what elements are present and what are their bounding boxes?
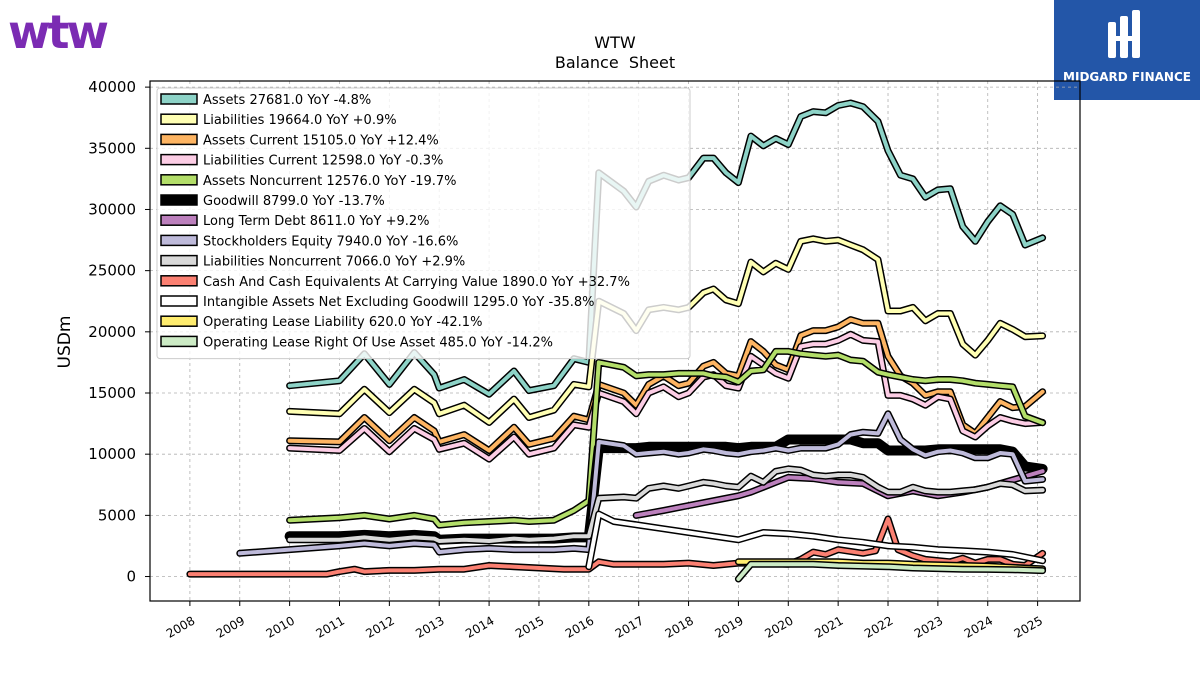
legend-swatch — [160, 234, 198, 247]
series-path — [237, 411, 1045, 556]
x-tick-label: 2014 — [463, 613, 496, 640]
legend-label: Assets Current 15105.0 YoY +12.4% — [203, 133, 439, 148]
y-tick-label: 35000 — [88, 139, 136, 157]
legend-label: Goodwill 8799.0 YoY -13.7% — [203, 194, 385, 209]
legend-label: Liabilities 19664.0 YoY +0.9% — [203, 113, 397, 128]
legend-label: Cash And Cash Equivalents At Carrying Va… — [203, 275, 630, 290]
x-tick-label: 2024 — [962, 613, 995, 640]
midgard-emblem-icon — [1108, 10, 1140, 58]
legend-swatch — [160, 174, 198, 186]
chart-title: WTW — [594, 33, 636, 52]
series-path — [187, 517, 1045, 577]
series-line — [585, 510, 1047, 571]
legend-label: Stockholders Equity 7940.0 YoY -16.6% — [203, 234, 458, 249]
y-tick-label: 20000 — [88, 323, 136, 341]
legend-label: Long Term Debt 8611.0 YoY +9.2% — [203, 214, 430, 229]
series-line — [286, 330, 1047, 463]
series-path — [287, 466, 1045, 543]
legend-swatch — [160, 93, 198, 105]
legend-label: Operating Lease Right Of Use Asset 485.0… — [203, 335, 553, 350]
legend-swatch — [160, 275, 198, 287]
x-tick-label: 2019 — [712, 613, 745, 640]
series-line — [734, 560, 1047, 583]
legend-swatch — [160, 113, 198, 125]
legend-swatch — [160, 254, 198, 267]
series-path — [287, 101, 1045, 397]
legend: Assets 27681.0 YoY -4.8% Liabilities 1966… — [156, 87, 691, 360]
legend-swatch — [160, 133, 198, 146]
legend-swatch — [160, 315, 198, 327]
series-line — [286, 99, 1047, 398]
x-tick-label: 2016 — [563, 613, 596, 640]
series-line — [286, 316, 1047, 454]
legend-label: Liabilities Noncurrent 7066.0 YoY +2.9% — [203, 255, 465, 270]
x-tick-label: 2021 — [812, 613, 845, 640]
x-tick-label: 2018 — [663, 613, 696, 640]
legend-label: Operating Lease Liability 620.0 YoY -42.… — [203, 315, 482, 330]
legend-swatch — [160, 295, 198, 307]
x-tick-label: 2017 — [613, 613, 646, 640]
legend-label: Assets Noncurrent 12576.0 YoY -19.7% — [203, 174, 457, 189]
legend-swatch — [160, 335, 198, 348]
legend-box — [156, 87, 691, 360]
legend-swatch — [160, 194, 198, 206]
legend-label: Liabilities Current 12598.0 YoY -0.3% — [203, 154, 443, 169]
x-tick-label: 2023 — [912, 613, 945, 640]
y-tick-label: 40000 — [88, 78, 136, 96]
wtw-logo: wtw — [8, 5, 109, 59]
y-tick-label: 30000 — [88, 200, 136, 218]
series-path — [287, 349, 1045, 528]
legend-swatch — [160, 153, 198, 166]
x-tick-label: 2009 — [214, 613, 247, 640]
series-line — [286, 465, 1047, 545]
legend-swatch — [160, 214, 198, 226]
y-tick-label: 15000 — [88, 384, 136, 402]
legend-label: Intangible Assets Net Excluding Goodwill… — [203, 295, 594, 310]
x-tick-label: 2010 — [264, 613, 297, 640]
x-tick-label: 2025 — [1012, 613, 1045, 640]
chart-subtitle: Balance Sheet — [555, 53, 675, 72]
y-tick-label: 0 — [126, 568, 136, 586]
x-tick-label: 2013 — [413, 613, 446, 640]
series-line — [286, 235, 1047, 426]
midgard-finance-label: MIDGARD FINANCE — [1063, 70, 1191, 84]
series-line — [286, 347, 1047, 529]
y-tick-label: 10000 — [88, 445, 136, 463]
series-path — [287, 236, 1045, 425]
x-tick-label: 2012 — [363, 613, 396, 640]
x-tick-label: 2011 — [314, 613, 347, 640]
series-line — [186, 515, 1047, 578]
x-tick-label: 2020 — [762, 613, 795, 640]
y-tick-label: 5000 — [98, 506, 136, 524]
x-tick-label: 2022 — [862, 613, 895, 640]
y-tick-label: 25000 — [88, 262, 136, 280]
midgard-finance-logo: MIDGARD FINANCE — [1054, 0, 1200, 100]
series-path — [287, 317, 1045, 453]
x-tick-label: 2008 — [164, 613, 197, 640]
x-tick-label: 2015 — [513, 613, 546, 640]
series-path — [586, 512, 1045, 569]
series-path — [287, 332, 1045, 462]
legend-label: Assets 27681.0 YoY -4.8% — [203, 93, 371, 108]
series-path — [736, 562, 1045, 581]
series-line — [236, 410, 1047, 557]
y-axis-label: USDm — [55, 316, 75, 369]
plot-frame — [149, 80, 1081, 602]
